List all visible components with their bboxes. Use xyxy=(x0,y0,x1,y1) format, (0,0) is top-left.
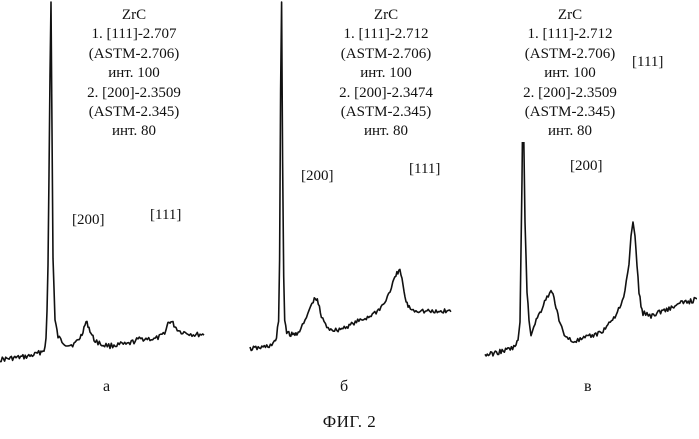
panel-b-annotation-line: (ASTM-2.706) xyxy=(316,45,456,64)
panel-a-peak-label-111: [111] xyxy=(149,207,182,224)
panel-b-letter: б xyxy=(340,378,348,396)
panel-a-annotation-line: (ASTM-2.345) xyxy=(60,103,208,122)
panel-v-annotation-line: 1. [111]-2.712 xyxy=(501,25,639,44)
figure-caption: ФИГ. 2 xyxy=(0,412,699,432)
panel-v-annotation-line: 2. [200]-2.3509 xyxy=(501,84,639,103)
panel-b-annotation-line: 2. [200]-2.3474 xyxy=(316,84,456,103)
panel-v-annotation-line: ZrC xyxy=(501,6,639,25)
panel-b-peak-label-200: [200] xyxy=(300,168,335,185)
panel-v-peak-label-200: [200] xyxy=(569,158,604,175)
panel-b-annotation: ZrC 1. [111]-2.712 (ASTM-2.706) инт. 100… xyxy=(316,6,456,142)
panel-b-annotation-line: (ASTM-2.345) xyxy=(316,103,456,122)
panel-v-peak-label-111: [111] xyxy=(631,54,664,71)
panel-a-annotation-line: 2. [200]-2.3509 xyxy=(60,84,208,103)
panel-a-peak-label-200: [200] xyxy=(71,212,106,229)
panel-v-annotation-line: (ASTM-2.706) xyxy=(501,45,639,64)
panel-a-annotation-line: (ASTM-2.706) xyxy=(60,45,208,64)
panel-b-peak-label-111: [111] xyxy=(408,161,441,178)
panel-v-annotation: ZrC 1. [111]-2.712 (ASTM-2.706) инт. 100… xyxy=(501,6,639,142)
panel-v-annotation-line: инт. 100 xyxy=(501,64,639,83)
panel-v-annotation-line: инт. 80 xyxy=(501,122,639,141)
panel-a-annotation: ZrC 1. [111]-2.707 (ASTM-2.706) инт. 100… xyxy=(60,6,208,142)
panel-a-annotation-line: ZrC xyxy=(60,6,208,25)
panel-b-annotation-line: инт. 80 xyxy=(316,122,456,141)
panel-v: ZrC 1. [111]-2.712 (ASTM-2.706) инт. 100… xyxy=(483,0,697,372)
panel-a-annotation-line: инт. 80 xyxy=(60,122,208,141)
panel-a: ZrC 1. [111]-2.707 (ASTM-2.706) инт. 100… xyxy=(0,0,210,372)
panel-a-annotation-line: инт. 100 xyxy=(60,64,208,83)
panel-v-letter: в xyxy=(584,378,592,396)
panel-b-annotation-line: ZrC xyxy=(316,6,456,25)
panel-b: ZrC 1. [111]-2.712 (ASTM-2.706) инт. 100… xyxy=(248,0,458,372)
panel-a-letter: а xyxy=(103,378,110,396)
panel-b-annotation-line: 1. [111]-2.712 xyxy=(316,25,456,44)
panel-b-annotation-line: инт. 100 xyxy=(316,64,456,83)
panel-v-annotation-line: (ASTM-2.345) xyxy=(501,103,639,122)
panel-a-annotation-line: 1. [111]-2.707 xyxy=(60,25,208,44)
